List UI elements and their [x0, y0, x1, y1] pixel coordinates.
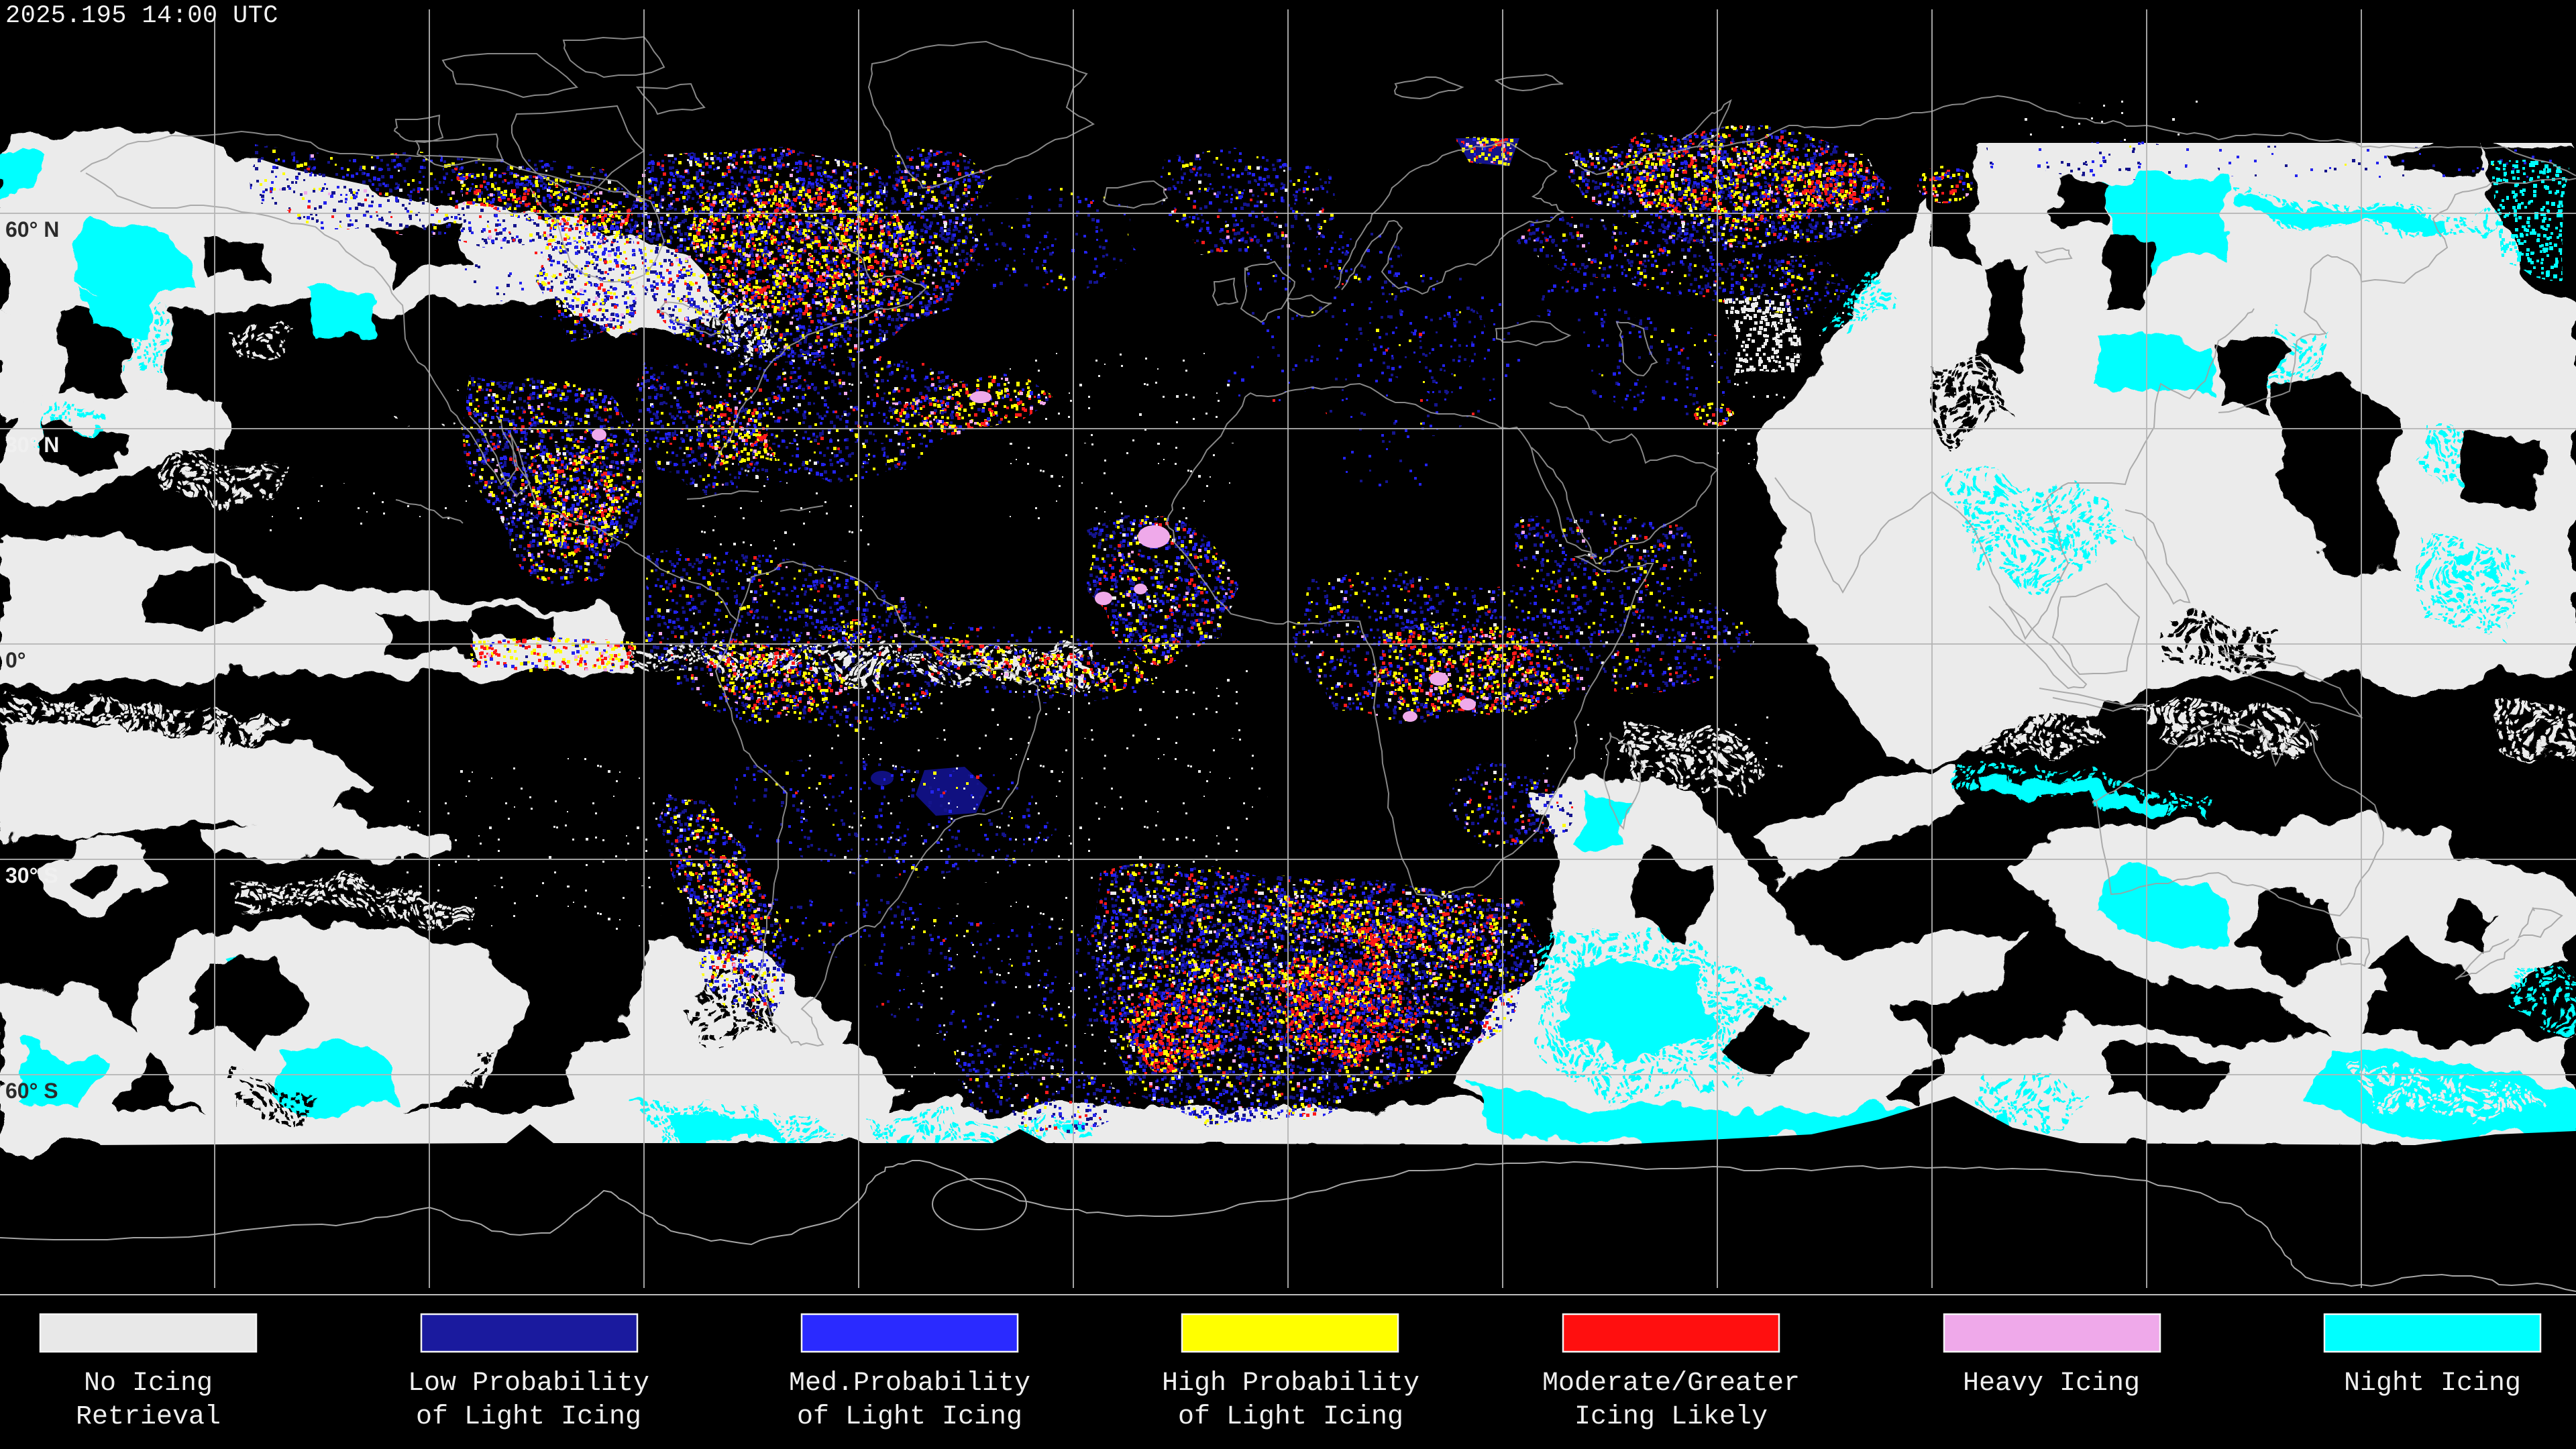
- svg-text:Night Icing: Night Icing: [2344, 1368, 2521, 1399]
- svg-text:60° S: 60° S: [5, 1079, 58, 1103]
- svg-text:2025.195 14:00 UTC: 2025.195 14:00 UTC: [5, 2, 278, 30]
- svg-text:0°: 0°: [5, 648, 26, 672]
- svg-text:30° S: 30° S: [5, 863, 58, 888]
- svg-text:30° N: 30° N: [5, 433, 59, 457]
- svg-text:of Light Icing: of Light Icing: [797, 1402, 1022, 1432]
- svg-text:Retrieval: Retrieval: [76, 1402, 221, 1432]
- svg-text:Low Probability: Low Probability: [408, 1368, 649, 1399]
- svg-text:No Icing: No Icing: [84, 1368, 213, 1399]
- svg-text:60° N: 60° N: [5, 217, 59, 241]
- svg-text:of Light Icing: of Light Icing: [1178, 1402, 1403, 1432]
- svg-text:Moderate/Greater: Moderate/Greater: [1542, 1368, 1800, 1399]
- svg-text:of Light Icing: of Light Icing: [416, 1402, 641, 1432]
- svg-text:High Probability: High Probability: [1162, 1368, 1419, 1399]
- svg-text:Heavy Icing: Heavy Icing: [1963, 1368, 2140, 1399]
- svg-text:Icing Likely: Icing Likely: [1574, 1402, 1768, 1432]
- svg-text:Med.Probability: Med.Probability: [789, 1368, 1030, 1399]
